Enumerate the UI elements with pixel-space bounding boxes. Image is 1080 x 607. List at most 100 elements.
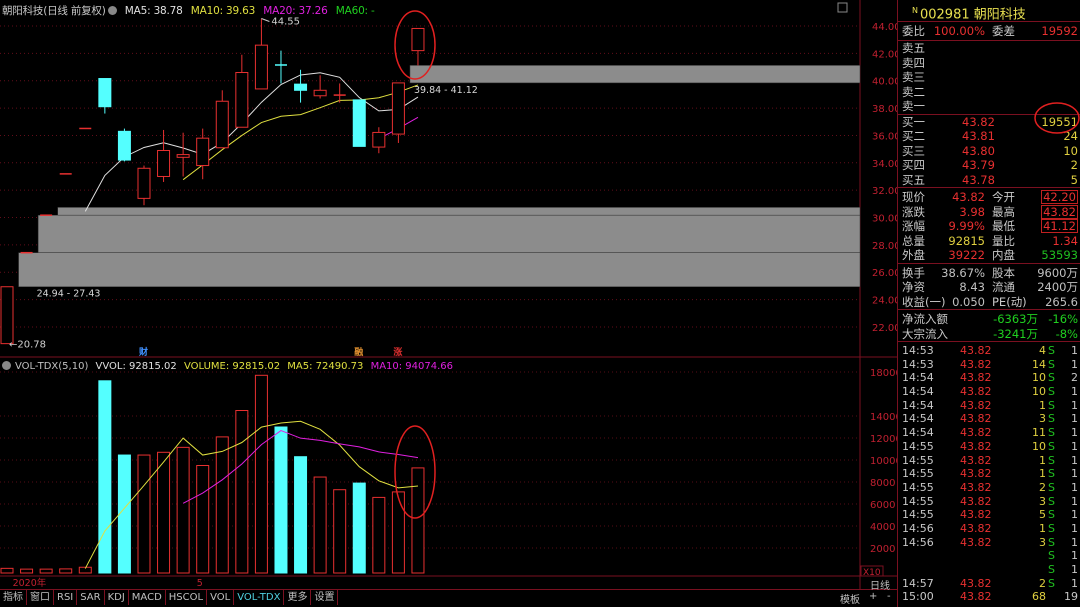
- price-gap-zone: [37, 214, 861, 253]
- volume-bar: [0, 567, 14, 574]
- volume-bar: [333, 489, 347, 574]
- trade-vol: 11: [1032, 426, 1046, 440]
- trade-row: 14:56 43.82 3 S 1: [898, 536, 1080, 550]
- tick-trades-list[interactable]: 14:53 43.82 4 S 1 14:53 43.82 14 S 1 14:54 43.82 10 S…: [898, 341, 1080, 604]
- tab-vol-tdx[interactable]: VOL-TDX: [234, 590, 285, 605]
- tab-窗口[interactable]: 窗口: [27, 590, 54, 605]
- tab-sar[interactable]: SAR: [77, 590, 105, 605]
- flow-row: 净流入额 -6363万 -16%: [898, 312, 1080, 327]
- kline-chart[interactable]: 44.00 42.00 40.00 38.00 36.00 34.00 32.00 30.00…: [0, 0, 897, 589]
- trade-price: 43.82: [960, 521, 992, 535]
- trade-bs: S: [1048, 494, 1055, 508]
- bid-row-a: 43.79: [962, 158, 995, 172]
- quote-row: 涨跌 3.98 最高 43.82: [898, 204, 1080, 220]
- quote-row-m: 内盘: [992, 248, 1015, 262]
- quote-row-r: 42.20: [1041, 190, 1078, 204]
- quote-row-r: 53593: [1041, 248, 1078, 262]
- price-tick-label: 38.00: [872, 104, 897, 115]
- trade-vol: 3: [1039, 494, 1046, 508]
- tab-vol[interactable]: VOL: [207, 590, 235, 605]
- candlestick: [235, 54, 249, 128]
- annotation-circle: [394, 425, 436, 519]
- price-gap-zone: [57, 207, 861, 216]
- candle-body: [157, 149, 171, 177]
- candle-body: [254, 44, 268, 90]
- trade-row: 14:55 43.82 10 S 1: [898, 440, 1080, 454]
- trade-price: 43.82: [960, 467, 992, 481]
- trade-row: 14:54 43.82 11 S 1: [898, 426, 1080, 440]
- trade-vol: 10: [1032, 385, 1046, 399]
- volume-bar: [391, 491, 405, 574]
- volume-bar: [352, 482, 366, 574]
- trade-row: 14:56 43.82 1 S 1: [898, 522, 1080, 536]
- tab-hscol[interactable]: HSCOL: [166, 590, 208, 605]
- quote-row-a: 3.98: [959, 204, 985, 219]
- bid-row-l: 买三: [902, 143, 925, 158]
- volume-bar: [313, 476, 327, 574]
- candlestick: [352, 99, 366, 147]
- volume-ma10-line: [182, 430, 419, 504]
- price-tick-label: 22.00: [872, 323, 897, 334]
- ask-row: 卖一: [898, 99, 1080, 114]
- tab-kdj[interactable]: KDJ: [105, 590, 129, 605]
- trade-price: 43.82: [960, 480, 992, 494]
- zoom-out-button[interactable]: -: [887, 591, 891, 602]
- ask-row: 卖三: [898, 70, 1080, 85]
- trade-time: 15:00: [902, 590, 934, 604]
- trade-bs: S: [1048, 371, 1055, 385]
- trade-row: 14:54 43.82 3 S 1: [898, 412, 1080, 426]
- candlestick: [215, 90, 229, 149]
- fund-row: 换手 38.67% 股本 9600万: [898, 266, 1080, 281]
- tab-设置[interactable]: 设置: [311, 590, 339, 605]
- trade-row: 14:53 43.82 4 S 1: [898, 344, 1080, 358]
- bid-row-r: 10: [1063, 143, 1078, 158]
- tab-更多[interactable]: 更多: [284, 590, 312, 605]
- trade-time: 14:55: [902, 480, 934, 494]
- trade-bs: S: [1048, 412, 1055, 426]
- fund-row-a: 8.43: [959, 280, 985, 294]
- trade-time: 14:55: [902, 467, 934, 481]
- quote-row: 总量 92815 量比 1.34: [898, 234, 1080, 249]
- fund-row-a: 38.67%: [941, 265, 985, 280]
- trade-time: 14:54: [902, 398, 934, 412]
- fund-row-l: 换手: [902, 265, 925, 280]
- settings-dot-icon[interactable]: [107, 6, 117, 15]
- volume-bar: [274, 426, 288, 574]
- ask-row-l: 卖二: [902, 84, 925, 99]
- trade-n: 1: [1071, 344, 1078, 357]
- tab-rsi[interactable]: RSI: [54, 590, 78, 605]
- flow-row-r: -8%: [1055, 326, 1078, 341]
- template-button[interactable]: 模板: [840, 595, 860, 606]
- candle-body: [98, 78, 112, 108]
- bid-list: 买一 43.82 19551 买二 43.81 24 买三 43.80 10 买四 43.79 2 买五…: [898, 113, 1080, 188]
- ma10-line: [182, 84, 419, 181]
- trade-time: 14:57: [902, 576, 934, 590]
- trade-time: 14:54: [902, 412, 934, 426]
- quote-panel: N 002981 朝阳科技 委比 100.00% 委差 19592 卖五 卖四 卖三 卖二 卖一…: [897, 0, 1080, 607]
- volume-bar: [137, 454, 151, 574]
- candlestick: [117, 128, 131, 162]
- volume-bar: [294, 456, 308, 574]
- candle-body: [235, 72, 249, 128]
- candle-body: [352, 99, 366, 147]
- fund-row-l: 净资: [902, 280, 925, 294]
- vvol-value: VVOL: 92815.02: [95, 361, 177, 372]
- tab-macd[interactable]: MACD: [129, 590, 166, 605]
- volume-bar: [117, 454, 131, 574]
- price-tick-label: 32.00: [872, 186, 897, 197]
- candle-body: [372, 131, 386, 148]
- trade-n: 1: [1071, 535, 1078, 549]
- zoom-in-button[interactable]: +: [869, 591, 878, 602]
- period-label[interactable]: 日线: [870, 581, 890, 592]
- volume-header: VOL-TDX(5,10) VVOL: 92815.02 VOLUME: 928…: [2, 361, 457, 372]
- trade-price: 43.82: [960, 398, 992, 412]
- ask-row-l: 卖三: [902, 70, 925, 84]
- trade-row: 14:54 43.82 10 S 2: [898, 371, 1080, 385]
- trade-bs: S: [1048, 453, 1055, 467]
- low-price-label: ←20.78: [9, 340, 46, 351]
- tab-指标[interactable]: 指标: [0, 590, 27, 605]
- trade-time: 14:53: [902, 344, 934, 357]
- trade-bs: S: [1048, 480, 1055, 494]
- trade-n: 1: [1071, 357, 1078, 371]
- settings-dot-icon[interactable]: [2, 361, 11, 370]
